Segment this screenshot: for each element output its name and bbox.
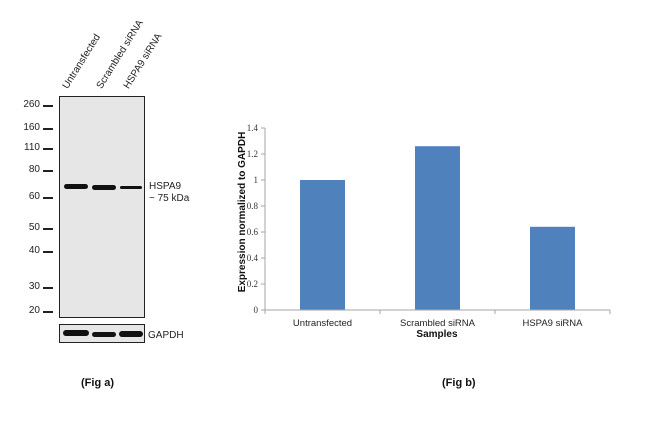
mw-marker-tick — [43, 105, 53, 107]
mw-marker-tick — [43, 228, 53, 230]
x-axis-title: Samples — [416, 329, 458, 340]
mw-marker-label: 40 — [28, 245, 40, 256]
gapdh-label: GAPDH — [148, 330, 184, 341]
mw-marker-tick — [43, 170, 53, 172]
mw-marker-tick — [43, 128, 53, 130]
hspa9-band-lane2 — [92, 185, 116, 190]
bar — [415, 146, 460, 310]
mw-marker-label: 30 — [28, 281, 40, 292]
mw-marker-tick — [43, 251, 53, 253]
fig-b-caption: (Fig b) — [442, 377, 476, 389]
x-category-label: Untransfected — [293, 318, 352, 329]
x-category-label: HSPA9 siRNA — [522, 318, 583, 329]
mw-marker-label: 20 — [28, 305, 40, 316]
y-axis-title: Expression normalized to GAPDH — [237, 132, 248, 293]
fig-a-caption: (Fig a) — [81, 377, 114, 389]
y-tick-label: 0.8 — [247, 201, 259, 211]
mw-marker-label: 110 — [24, 142, 40, 153]
y-tick-label: 1 — [254, 175, 259, 185]
target-label: HSPA9 — [149, 181, 182, 192]
y-tick-label: 0.4 — [247, 253, 259, 263]
mw-marker-tick — [43, 197, 53, 199]
gapdh-band-lane1 — [63, 330, 89, 336]
mw-marker-label: 80 — [28, 164, 40, 175]
hspa9-band-lane1 — [64, 184, 88, 189]
mw-marker-tick — [43, 148, 53, 150]
y-tick-label: 1.2 — [247, 149, 258, 159]
target-size-label: ~ 75 kDa — [149, 193, 190, 204]
y-tick-label: 0 — [254, 305, 259, 315]
gapdh-band-lane2 — [92, 332, 116, 337]
mw-marker-tick — [43, 287, 53, 289]
blot-main-panel — [59, 96, 145, 318]
mw-marker-label: 160 — [23, 122, 40, 133]
bar — [530, 226, 575, 310]
y-tick-label: 0.6 — [247, 227, 259, 237]
mw-marker-label: 60 — [28, 191, 40, 202]
y-tick-label: 0.2 — [247, 279, 258, 289]
y-tick-label: 1.4 — [247, 123, 259, 133]
x-category-label: Scrambled siRNA — [400, 318, 476, 329]
hspa9-band-lane3 — [120, 186, 142, 189]
mw-marker-label: 50 — [28, 222, 40, 233]
mw-marker-label: 260 — [23, 99, 40, 110]
mw-marker-tick — [43, 311, 53, 313]
bar — [300, 180, 345, 310]
blot-gapdh-panel — [59, 324, 145, 343]
gapdh-band-lane3 — [119, 331, 143, 337]
